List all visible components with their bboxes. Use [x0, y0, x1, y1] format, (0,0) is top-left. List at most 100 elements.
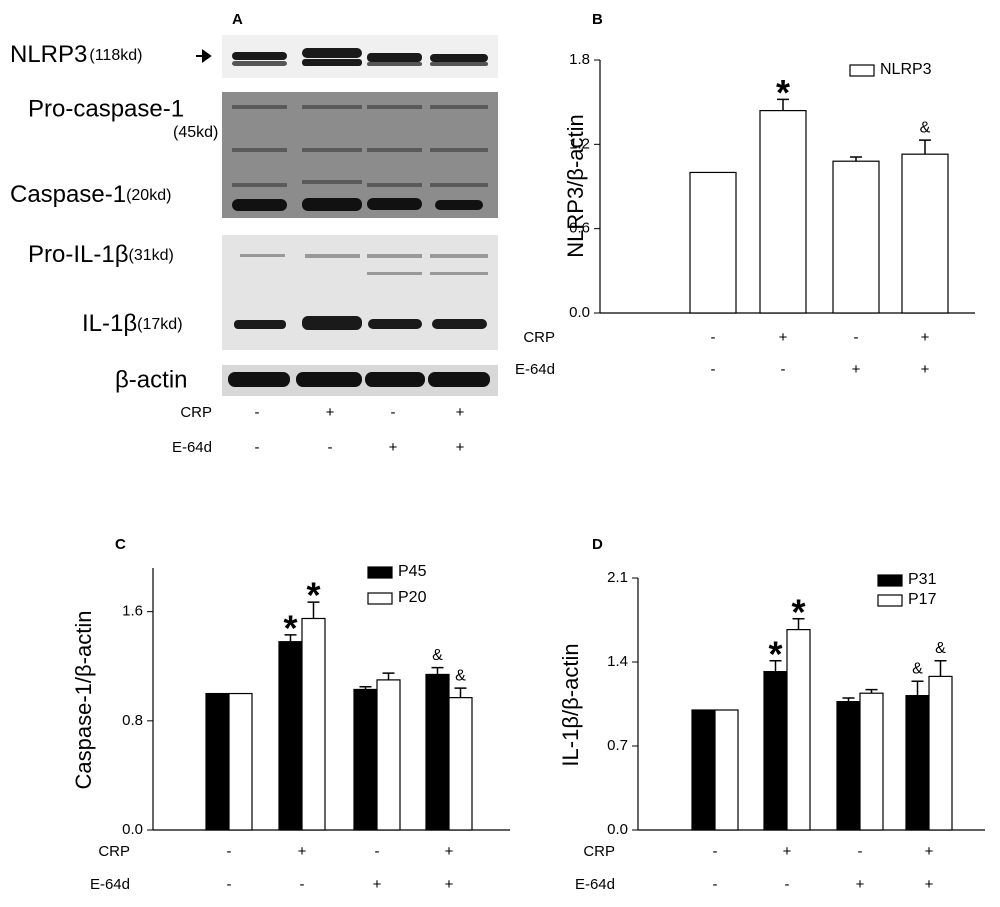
condition-sign: - — [858, 843, 863, 860]
error-bar — [359, 685, 372, 690]
error-bar — [792, 618, 805, 630]
annotation: & — [935, 640, 946, 657]
bar — [689, 171, 737, 314]
condition-sign: - — [711, 361, 716, 378]
condition-sign: + — [389, 439, 398, 456]
y-tick-label: 0.6 — [569, 220, 590, 237]
y-tick-label: 0.7 — [607, 737, 628, 754]
bar — [786, 628, 811, 831]
legend-label: P17 — [908, 591, 937, 608]
y-axis-label: Caspase-1/β-actin — [71, 611, 96, 790]
bar — [425, 673, 450, 831]
annotation: & — [432, 647, 443, 664]
annotation: * — [768, 633, 782, 674]
condition-sign: - — [391, 404, 396, 421]
condition-sign: - — [227, 876, 232, 893]
bar — [448, 697, 473, 831]
error-bar — [307, 601, 320, 619]
condition-sign: + — [921, 361, 930, 378]
condition-name: E-64d — [90, 876, 130, 893]
condition-sign: + — [852, 361, 861, 378]
bar — [301, 617, 326, 831]
condition-sign: - — [227, 843, 232, 860]
error-bar — [865, 688, 878, 694]
band-label: Pro-IL-1β(31kd) — [28, 241, 174, 268]
legend-swatch — [877, 594, 903, 607]
band-size: (118kd) — [89, 47, 142, 64]
error-bar — [382, 672, 395, 680]
annotation: * — [776, 72, 790, 113]
legend-label: P45 — [398, 563, 427, 580]
error-bar — [919, 139, 931, 155]
y-tick-label: 1.2 — [569, 135, 590, 152]
il1b-bands — [234, 254, 488, 330]
panel-label: A — [232, 11, 243, 28]
error-bar — [842, 697, 855, 702]
legend-label: P20 — [398, 589, 427, 606]
error-bar — [934, 660, 947, 677]
annotation: * — [283, 607, 297, 648]
y-tick-label: 0.0 — [569, 304, 590, 321]
error-bar — [777, 98, 789, 111]
condition-sign: - — [255, 404, 260, 421]
annotation: * — [791, 591, 805, 632]
error-bar — [850, 156, 862, 162]
band-size: (31kd) — [129, 247, 174, 264]
error-bar — [454, 687, 467, 698]
condition-sign: - — [854, 329, 859, 346]
error-bar — [431, 666, 444, 675]
bar — [759, 109, 807, 314]
y-tick-label: 0.8 — [122, 712, 143, 729]
condition-sign: - — [300, 876, 305, 893]
bar — [714, 709, 739, 831]
bar — [836, 700, 861, 831]
condition-sign: + — [326, 404, 335, 421]
condition-sign: + — [921, 329, 930, 346]
band-size: (20kd) — [126, 187, 171, 204]
condition-sign: - — [781, 361, 786, 378]
condition-sign: + — [445, 876, 454, 893]
error-bar — [769, 660, 782, 672]
band-size: (45kd) — [173, 124, 218, 141]
annotation: & — [920, 119, 931, 136]
actin-bands — [228, 372, 490, 387]
condition-name: CRP — [180, 404, 212, 421]
condition-sign: - — [375, 843, 380, 860]
bar — [763, 670, 788, 831]
annotation: & — [912, 660, 923, 677]
condition-sign: + — [779, 329, 788, 346]
condition-sign: + — [783, 843, 792, 860]
band-name: Caspase-1 — [10, 181, 126, 208]
annotation: * — [306, 575, 320, 616]
bar — [205, 692, 230, 831]
condition-sign: + — [445, 843, 454, 860]
band-label: NLRP3 (118kd) — [10, 41, 142, 68]
condition-sign: - — [255, 439, 260, 456]
condition-sign: + — [298, 843, 307, 860]
error-bar — [911, 680, 924, 696]
legend-swatch — [367, 592, 393, 605]
y-tick-label: 1.8 — [569, 51, 590, 68]
panel-label: B — [592, 11, 603, 28]
condition-name: CRP — [523, 329, 555, 346]
legend-swatch — [367, 566, 393, 579]
arrow — [196, 49, 212, 63]
band-size: (17kd) — [137, 316, 182, 333]
condition-name: E-64d — [575, 876, 615, 893]
legend-label: NLRP3 — [880, 61, 932, 78]
condition-sign: + — [456, 404, 465, 421]
band-name: β-actin — [115, 366, 188, 393]
bar — [376, 679, 401, 831]
y-axis-label: NLRP3/β-actin — [563, 114, 588, 257]
bar — [691, 709, 716, 831]
condition-name: CRP — [583, 843, 615, 860]
condition-sign: + — [925, 843, 934, 860]
blot-strip — [222, 92, 498, 218]
legend-swatch — [849, 64, 875, 77]
error-bar — [284, 634, 297, 642]
condition-sign: + — [456, 439, 465, 456]
y-tick-label: 0.0 — [122, 821, 143, 838]
bar — [901, 153, 949, 314]
blot-strip — [222, 235, 498, 350]
